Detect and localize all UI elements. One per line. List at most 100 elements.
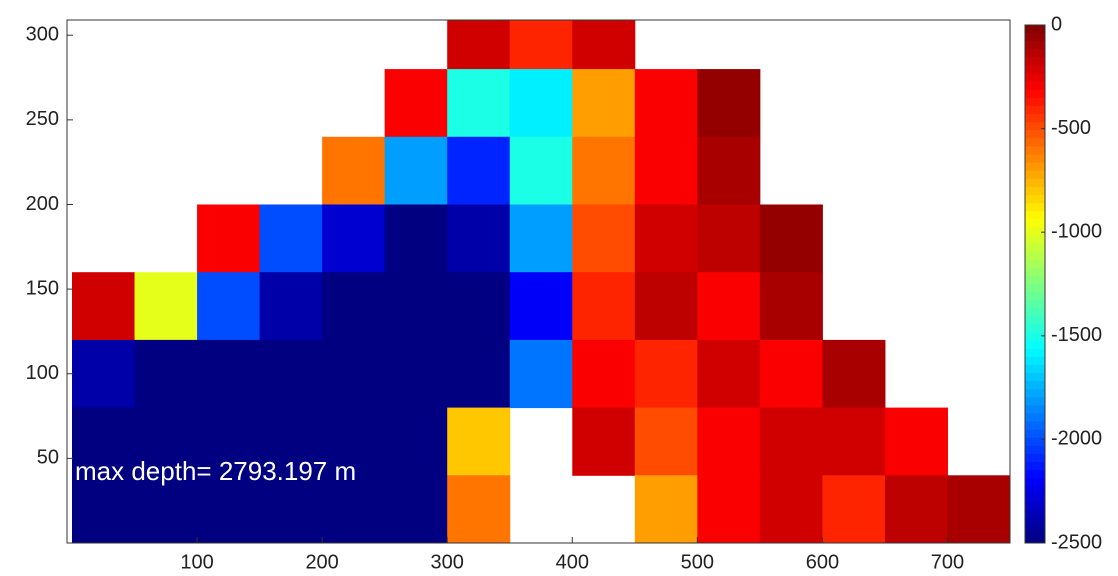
heatmap-cell xyxy=(509,339,573,409)
colorbar-step xyxy=(1025,510,1045,520)
heatmap-cell xyxy=(759,475,823,543)
colorbar-step xyxy=(1025,300,1045,309)
y-tick-label: 100 xyxy=(26,362,59,384)
colorbar-step xyxy=(1025,373,1045,382)
colorbar-step xyxy=(1025,227,1045,236)
heatmap-cell xyxy=(197,475,261,543)
colorbar-step xyxy=(1025,211,1045,220)
colorbar-step xyxy=(1025,25,1045,34)
colorbar-step xyxy=(1025,453,1045,463)
colorbar-step xyxy=(1025,494,1045,504)
heatmap-cell xyxy=(572,272,636,341)
colorbar-step xyxy=(1025,243,1045,253)
colorbar-step xyxy=(1025,348,1045,358)
heatmap-cell xyxy=(572,136,636,205)
heatmap-cell xyxy=(822,475,886,543)
heatmap-cell xyxy=(572,69,636,138)
colorbar-step xyxy=(1025,486,1045,495)
heatmap-cell xyxy=(259,475,323,543)
heatmap-cell xyxy=(697,136,761,205)
colorbar-step xyxy=(1025,397,1045,406)
heatmap-cell xyxy=(634,204,698,273)
colorbar-step xyxy=(1025,292,1045,301)
colorbar-step xyxy=(1025,364,1045,374)
heatmap-cell xyxy=(634,69,698,138)
heatmap-cell xyxy=(197,339,261,409)
heatmap-cell xyxy=(259,204,323,273)
heatmap-cell xyxy=(197,204,261,273)
colorbar-step xyxy=(1025,146,1045,155)
heatmap-cell xyxy=(634,136,698,205)
colorbar-step xyxy=(1025,389,1045,398)
heatmap-cell xyxy=(634,407,698,476)
heatmap-cell xyxy=(697,407,761,476)
y-tick-label: 50 xyxy=(37,447,59,469)
heatmap-cell xyxy=(72,339,136,409)
colorbar-tick-label: -500 xyxy=(1051,117,1091,139)
heatmap-cell xyxy=(259,272,323,341)
heatmap-cell xyxy=(384,272,448,341)
heatmap xyxy=(72,20,1010,543)
heatmap-cell xyxy=(572,20,636,70)
colorbar-step xyxy=(1025,413,1045,423)
x-tick-label: 600 xyxy=(806,551,839,571)
heatmap-cell xyxy=(884,475,948,543)
heatmap-cell xyxy=(509,272,573,341)
colorbar-step xyxy=(1025,332,1045,342)
heatmap-cell xyxy=(322,475,386,543)
colorbar-tick-label: -2500 xyxy=(1051,531,1102,553)
colorbar-step xyxy=(1025,105,1045,115)
heatmap-cell xyxy=(134,475,198,543)
heatmap-cell xyxy=(759,272,823,341)
colorbar-step xyxy=(1025,130,1045,139)
heatmap-cell xyxy=(134,339,198,409)
colorbar-step xyxy=(1025,33,1045,42)
colorbar-step xyxy=(1025,219,1045,228)
colorbar-step xyxy=(1025,316,1045,325)
x-tick-label: 500 xyxy=(681,551,714,571)
colorbar-tick-label: 0 xyxy=(1051,13,1062,35)
heatmap-cell xyxy=(197,272,261,341)
y-tick-label: 150 xyxy=(26,277,59,299)
heatmap-cell xyxy=(447,20,511,70)
colorbar-step xyxy=(1025,97,1045,107)
colorbar-step xyxy=(1025,381,1045,390)
colorbar-step xyxy=(1025,462,1045,471)
heatmap-cell xyxy=(509,136,573,205)
colorbar-step xyxy=(1025,356,1045,366)
heatmap-cell xyxy=(572,407,636,476)
colorbar-step xyxy=(1025,114,1045,123)
heatmap-cell xyxy=(697,204,761,273)
heatmap-cell xyxy=(447,339,511,409)
heatmap-cell xyxy=(72,475,136,543)
heatmap-cell xyxy=(947,475,1010,543)
colorbar-step xyxy=(1025,518,1045,528)
heatmap-cell xyxy=(634,339,698,409)
colorbar-step xyxy=(1025,178,1045,188)
colorbar-step xyxy=(1025,122,1045,131)
heatmap-cell xyxy=(384,339,448,409)
x-tick-label: 700 xyxy=(931,551,964,571)
colorbar-step xyxy=(1025,534,1045,544)
annotation: max depth= 2793.197 m xyxy=(75,456,356,486)
heatmap-cell xyxy=(384,136,448,205)
heatmap-cell xyxy=(509,20,573,70)
colorbar-frame xyxy=(1024,24,1046,544)
heatmap-cell xyxy=(697,69,761,138)
colorbar-step xyxy=(1025,194,1045,204)
colorbar-step xyxy=(1025,445,1045,455)
colorbar-step xyxy=(1025,154,1045,164)
colorbar-step xyxy=(1025,437,1045,447)
colorbar-step xyxy=(1025,170,1045,180)
colorbar-step xyxy=(1025,41,1045,50)
heatmap-cell xyxy=(447,272,511,341)
colorbar-step xyxy=(1025,235,1045,245)
heatmap-cell xyxy=(72,407,136,476)
x-tick-label: 100 xyxy=(180,551,213,571)
heatmap-cell xyxy=(134,272,198,341)
heatmap-cell xyxy=(447,136,511,205)
heatmap-cell xyxy=(322,407,386,476)
colorbar-step xyxy=(1025,57,1045,66)
x-tick-label: 400 xyxy=(556,551,589,571)
